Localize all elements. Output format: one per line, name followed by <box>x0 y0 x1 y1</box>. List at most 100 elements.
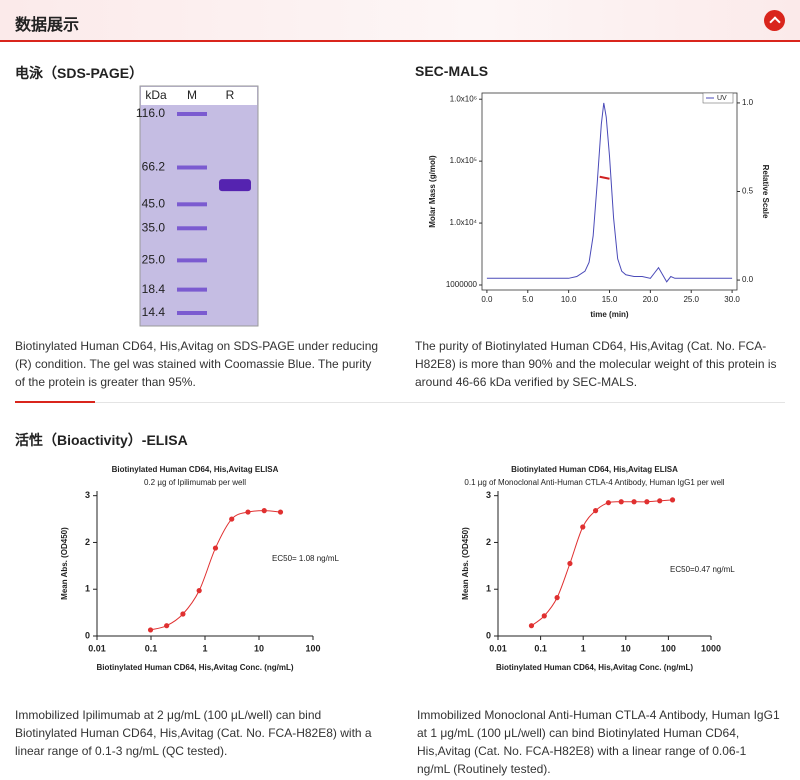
chart-title: Biotinylated Human CD64, His,Avitag ELIS… <box>511 465 678 474</box>
data-point <box>541 613 547 619</box>
marker-label: 116.0 <box>136 106 165 120</box>
x-tick-label: 15.0 <box>602 295 618 304</box>
data-point <box>618 499 624 505</box>
divider <box>15 402 785 403</box>
x-tick-label: 0.1 <box>145 643 158 653</box>
data-point <box>261 508 267 514</box>
marker-label: 25.0 <box>142 253 166 267</box>
legend-label: UV <box>717 95 727 102</box>
y-axis-label: Molar Mass (g/mol) <box>428 155 437 228</box>
x-tick-label: 0.01 <box>489 643 507 653</box>
x-tick-label: 0.0 <box>481 295 493 304</box>
fit-curve <box>531 499 673 627</box>
lane-label: R <box>226 88 235 102</box>
data-point <box>229 516 235 522</box>
marker-band <box>177 165 207 170</box>
y-tick-label: 1.0x10⁶ <box>450 94 477 103</box>
x-tick-label: 1000 <box>701 643 721 653</box>
data-point <box>605 500 612 506</box>
data-point <box>580 524 586 530</box>
x-axis-label: Biotinylated Human CD64, His,Avitag Conc… <box>96 663 293 672</box>
section-title: 活性（Bioactivity）-ELISA <box>15 432 188 448</box>
y-tick-label: 1 <box>85 584 90 594</box>
sample-band <box>219 179 251 192</box>
caption: The purity of Biotinylated Human CD64, H… <box>415 339 777 389</box>
y2-tick-label: 0.5 <box>742 187 754 196</box>
x-tick-label: 0.01 <box>88 643 106 653</box>
y-tick-label: 1000000 <box>446 280 478 289</box>
chart-title: Biotinylated Human CD64, His,Avitag ELIS… <box>112 465 279 474</box>
data-point <box>528 623 535 629</box>
data-point <box>277 509 284 515</box>
y-tick-label: 2 <box>85 537 90 547</box>
fit-curve <box>150 510 281 631</box>
y2-tick-label: 1.0 <box>742 98 754 107</box>
marker-label: 35.0 <box>142 220 166 234</box>
y-tick-label: 0 <box>486 630 491 640</box>
y2-axis-label: Relative Scale <box>761 165 770 219</box>
x-tick-label: 30.0 <box>724 295 740 304</box>
data-point <box>657 498 663 504</box>
caption: Immobilized Monoclonal Anti-Human CTLA-4… <box>417 708 780 776</box>
y-tick-label: 2 <box>486 537 491 547</box>
x-tick-label: 20.0 <box>643 295 659 304</box>
y2-tick-label: 0.0 <box>742 275 754 284</box>
marker-band <box>177 311 207 315</box>
y-tick-label: 1.0x10⁴ <box>450 218 478 227</box>
collapse-button[interactable] <box>764 10 785 31</box>
legend-box <box>702 92 734 104</box>
x-axis-label: Biotinylated Human CD64, His,Avitag Conc… <box>496 663 693 672</box>
section-title: SEC-MALS <box>415 63 489 79</box>
caption: Biotinylated Human CD64, His,Avitag on S… <box>15 339 379 389</box>
x-tick-label: 10 <box>254 643 264 653</box>
data-point <box>196 588 202 594</box>
lane-label: M <box>187 88 197 102</box>
marker-band <box>177 112 207 116</box>
x-tick-label: 5.0 <box>522 295 534 304</box>
gel-header <box>141 87 257 105</box>
marker-band <box>177 258 207 263</box>
header-bar: 数据展示 <box>0 0 800 42</box>
x-axis-label: time (min) <box>590 310 629 319</box>
x-tick-label: 10.0 <box>561 295 577 304</box>
y-tick-label: 0 <box>85 630 90 640</box>
x-tick-label: 10 <box>621 643 631 653</box>
x-tick-label: 1 <box>581 643 586 653</box>
marker-band <box>177 202 207 207</box>
marker-band <box>177 287 207 292</box>
data-point <box>592 508 599 514</box>
header-title: 数据展示 <box>15 17 80 34</box>
x-tick-label: 100 <box>661 643 676 653</box>
annotation: EC50= 1.08 ng/mL <box>272 554 339 563</box>
annotation: EC50=0.47 ng/mL <box>670 565 735 574</box>
data-point <box>554 595 560 601</box>
y-tick-label: 1.0x10⁵ <box>450 156 477 165</box>
y-tick-label: 1 <box>486 584 491 594</box>
y-tick-label: 3 <box>486 490 491 500</box>
y-axis-label: Mean Abs. (OD450) <box>60 527 69 600</box>
series-line <box>599 175 610 180</box>
y-tick-label: 3 <box>85 490 90 500</box>
marker-label: 14.4 <box>142 305 166 319</box>
data-point <box>180 611 186 617</box>
plot-frame <box>481 92 738 291</box>
x-tick-label: 100 <box>305 643 320 653</box>
divider-accent <box>15 401 95 403</box>
data-point <box>567 560 573 567</box>
chart-subtitle: 0.2 µg of Ipilimumab per well <box>144 478 246 487</box>
series-line <box>486 102 733 283</box>
marker-label: 66.2 <box>142 160 166 174</box>
x-tick-label: 25.0 <box>683 295 699 304</box>
data-point <box>212 545 219 551</box>
marker-band <box>177 226 207 231</box>
caption: Immobilized Ipilimumab at 2 μg/mL (100 μ… <box>15 708 372 758</box>
x-tick-label: 1 <box>202 643 207 653</box>
y-axis-label: Mean Abs. (OD450) <box>461 527 470 600</box>
marker-label: 18.4 <box>142 282 166 296</box>
data-point <box>669 497 676 503</box>
data-point <box>644 499 650 505</box>
gel-unit: kDa <box>145 88 167 102</box>
x-tick-label: 0.1 <box>534 643 547 653</box>
chart-subtitle: 0.1 µg of Monoclonal Anti-Human CTLA-4 A… <box>464 478 724 487</box>
